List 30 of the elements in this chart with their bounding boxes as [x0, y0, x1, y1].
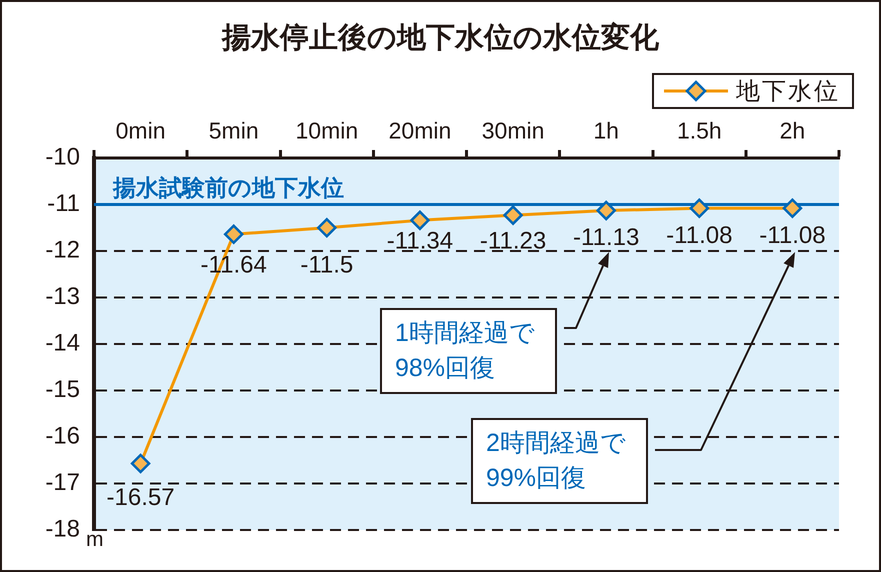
y-tick-label: -15	[45, 376, 80, 404]
x-tick-label: 2h	[780, 118, 806, 144]
y-tick-label: -12	[45, 236, 80, 264]
x-tick-label: 1.5h	[676, 118, 722, 144]
data-label: -11.34	[386, 228, 454, 255]
x-tick-label: 10min	[295, 118, 358, 144]
x-tick-label: 20min	[388, 118, 452, 144]
data-label: -11.08	[666, 222, 732, 249]
x-tick-label: 1h	[593, 118, 619, 144]
y-tick-label: -11	[47, 190, 80, 218]
x-tick-label: 30min	[482, 118, 544, 144]
x-tick-label: 0min	[116, 118, 166, 144]
data-label: -11.5	[300, 252, 354, 279]
x-tick-label: 5min	[208, 118, 259, 144]
callout-box: 2時間経過で 99%回復	[471, 418, 648, 504]
y-tick-label: -18	[45, 516, 80, 543]
y-tick-label: -17	[45, 469, 80, 496]
data-label: -11.23	[480, 228, 546, 255]
y-tick-label: -13	[45, 283, 80, 310]
data-label: -11.13	[573, 224, 640, 252]
data-label: -11.08	[759, 222, 826, 249]
chart-title: 揚水停止後の地下水位の水位変化	[220, 20, 660, 56]
y-tick-label: -14	[45, 330, 80, 357]
y-axis-title: m	[86, 528, 104, 551]
y-tick-label: -10	[45, 144, 80, 171]
legend-label: 地下水位	[736, 77, 840, 107]
callout-box: 1時間経過で 98%回復	[380, 308, 557, 394]
data-label: -16.57	[106, 484, 175, 512]
ref-line-label: 揚水試験前の地下水位	[112, 174, 344, 200]
y-tick-label: -16	[45, 422, 80, 450]
